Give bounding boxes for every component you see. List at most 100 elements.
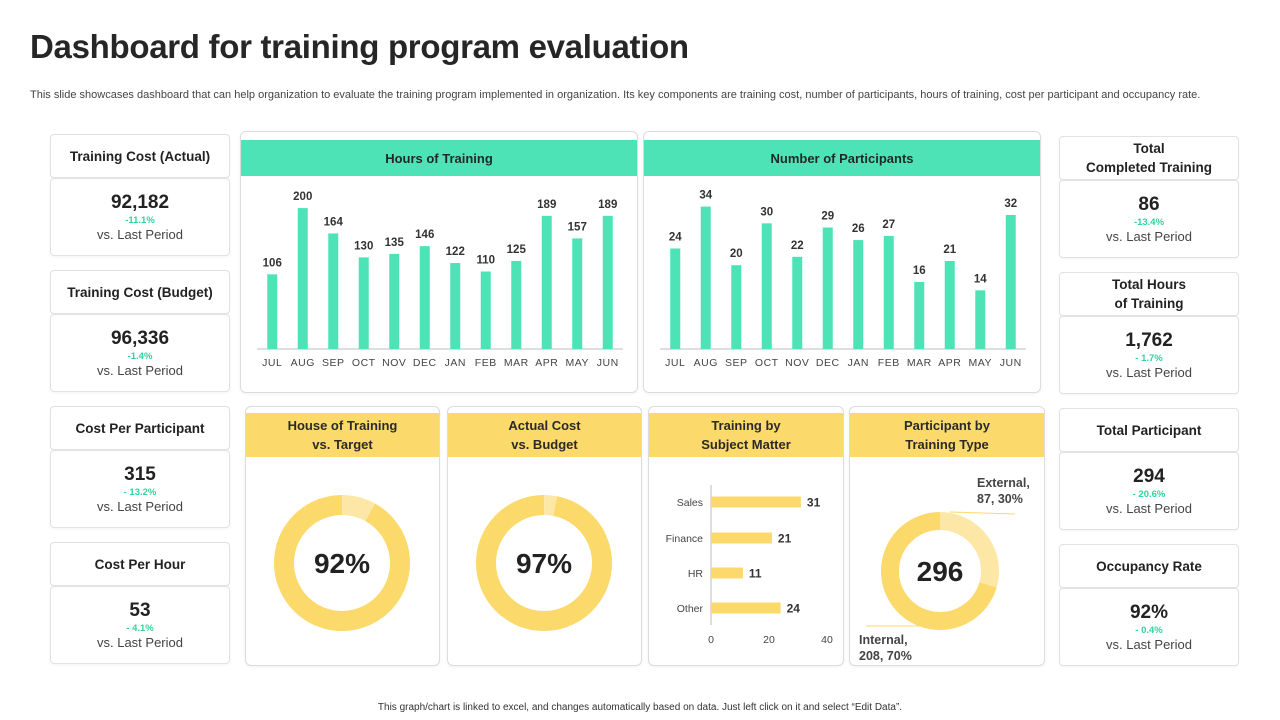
hours-data-label: 189: [598, 199, 617, 211]
hours-data-label: 164: [324, 216, 344, 228]
page-subtitle: This slide showcases dashboard that can …: [30, 89, 1201, 101]
kpi-label-occupancy-rate: Occupancy Rate: [1059, 544, 1239, 588]
hours-data-label: 135: [385, 237, 405, 249]
kpi-value: 92%: [1129, 601, 1169, 623]
participants-bar: [670, 248, 681, 349]
cost-vs-budget-chart: 97%: [476, 495, 612, 631]
hours-bar: [267, 274, 278, 349]
hours-tick-label: MAR: [504, 357, 529, 369]
subject-matter-title: Training by Subject Matter: [649, 413, 843, 457]
kpi-card-cost-per-hour: 53 - 4.1% vs. Last Period: [50, 586, 230, 664]
kpi-period: vs. Last Period: [97, 362, 183, 378]
participants-tick-label: MAY: [969, 357, 992, 369]
hours-of-training-title: Hours of Training: [241, 140, 637, 176]
kpi-card-training-cost-budget: 96,336 -1.4% vs. Last Period: [50, 314, 230, 392]
hours-tick-label: AUG: [291, 357, 315, 369]
kpi-label-cost-per-participant: Cost Per Participant: [50, 406, 230, 450]
hours-tick-label: APR: [535, 357, 558, 369]
cost-vs-budget-panel: Actual Cost vs. Budget 97%: [447, 406, 642, 666]
hours-bar: [480, 271, 491, 349]
kpi-card-total-completed-training: 86 -13.4% vs. Last Period: [1059, 180, 1239, 258]
kpi-card-total-participant: 294 - 20.6% vs. Last Period: [1059, 452, 1239, 530]
hours-tick-label: SEP: [322, 357, 345, 369]
participants-data-label: 14: [974, 273, 987, 285]
kpi-label-training-cost-actual: Training Cost (Actual): [50, 134, 230, 178]
kpi-change: -1.4%: [127, 350, 153, 362]
participants-tick-label: AUG: [694, 357, 718, 369]
subject-tick-label: 40: [821, 634, 833, 646]
budget-slice: [476, 495, 612, 631]
kpi-value: 92,182: [110, 191, 170, 213]
kpi-value: 86: [1138, 193, 1160, 215]
hours-data-label: 125: [507, 244, 527, 256]
participants-data-label: 20: [730, 248, 743, 260]
participants-bar: [914, 281, 925, 349]
hours-of-training-chart: 106 JUL 200 AUG 164 SEP 130 OCT 135 NOV 146 DEC 122 J…: [257, 191, 623, 369]
hours-tick-label: JUN: [597, 357, 619, 369]
training-type-annotation-external: 87, 30%: [977, 492, 1023, 506]
participants-data-label: 34: [699, 190, 712, 202]
participants-data-label: 22: [791, 240, 804, 252]
subject-category-label: Other: [677, 603, 704, 615]
kpi-change: - 0.4%: [1135, 624, 1163, 636]
participants-data-label: 29: [821, 211, 834, 223]
participants-tick-label: JAN: [848, 357, 869, 369]
page-title: Dashboard for training program evaluatio…: [30, 28, 689, 65]
hours-bar: [328, 233, 339, 349]
participants-bar: [761, 223, 772, 349]
kpi-label-cost-per-hour: Cost Per Hour: [50, 542, 230, 586]
kpi-change: - 4.1%: [126, 622, 154, 634]
hours-tick-label: FEB: [475, 357, 497, 369]
participants-data-label: 21: [943, 244, 956, 256]
hours-of-training-panel: Hours of Training 106 JUL 200 AUG 164 SEP 130 O…: [240, 131, 638, 393]
subject-category-label: Finance: [666, 533, 704, 545]
kpi-label-total-participant: Total Participant: [1059, 408, 1239, 452]
subject-category-label: HR: [688, 568, 704, 580]
participants-tick-label: JUN: [1000, 357, 1022, 369]
kpi-value: 1,762: [1125, 329, 1173, 351]
participants-bar: [944, 261, 955, 349]
kpi-value: 315: [124, 463, 156, 485]
target-slice: [274, 495, 410, 631]
training-type-annotation-external: External,: [977, 476, 1030, 490]
kpi-change: -13.4%: [1133, 216, 1165, 228]
hours-tick-label: MAY: [566, 357, 589, 369]
hours-data-label: 189: [537, 199, 556, 211]
participants-data-label: 27: [882, 219, 895, 231]
subject-data-label: 11: [749, 567, 762, 581]
participants-tick-label: FEB: [878, 357, 900, 369]
hours-tick-label: NOV: [382, 357, 406, 369]
training-type-chart: 296 External, 87, 30% Internal, 208, 70%: [859, 476, 1030, 663]
kpi-change: - 13.2%: [123, 486, 157, 498]
subject-data-label: 31: [807, 496, 821, 510]
kpi-label-training-cost-budget: Training Cost (Budget): [50, 270, 230, 314]
participants-tick-label: SEP: [725, 357, 748, 369]
hours-bar: [511, 260, 522, 349]
budget-slice: [543, 495, 557, 516]
participants-data-label: 30: [760, 206, 773, 218]
hours-data-label: 157: [568, 221, 587, 233]
subject-bar: [711, 602, 781, 614]
participants-tick-label: DEC: [816, 357, 840, 369]
hours-tick-label: OCT: [352, 357, 376, 369]
target-center-label: 92%: [314, 548, 370, 579]
subject-data-label: 24: [787, 602, 801, 616]
cost-vs-budget-title: Actual Cost vs. Budget: [448, 413, 641, 457]
participants-tick-label: NOV: [785, 357, 809, 369]
kpi-card-cost-per-participant: 315 - 13.2% vs. Last Period: [50, 450, 230, 528]
subject-tick-label: 0: [708, 634, 714, 646]
footer-note: This graph/chart is linked to excel, and…: [377, 702, 903, 713]
kpi-value: 53: [129, 599, 151, 621]
subject-tick-label: 20: [763, 634, 775, 646]
participants-tick-label: APR: [938, 357, 961, 369]
hours-vs-target-title: House of Training vs. Target: [246, 413, 439, 457]
kpi-period: vs. Last Period: [97, 226, 183, 242]
participants-data-label: 24: [669, 231, 682, 243]
kpi-period: vs. Last Period: [1106, 364, 1192, 380]
subject-category-label: Sales: [677, 497, 703, 509]
kpi-change: - 1.7%: [1135, 352, 1163, 364]
kpi-period: vs. Last Period: [1106, 228, 1192, 244]
kpi-period: vs. Last Period: [97, 498, 183, 514]
hours-data-label: 106: [263, 257, 282, 269]
training-type-center-label: 296: [917, 556, 964, 587]
